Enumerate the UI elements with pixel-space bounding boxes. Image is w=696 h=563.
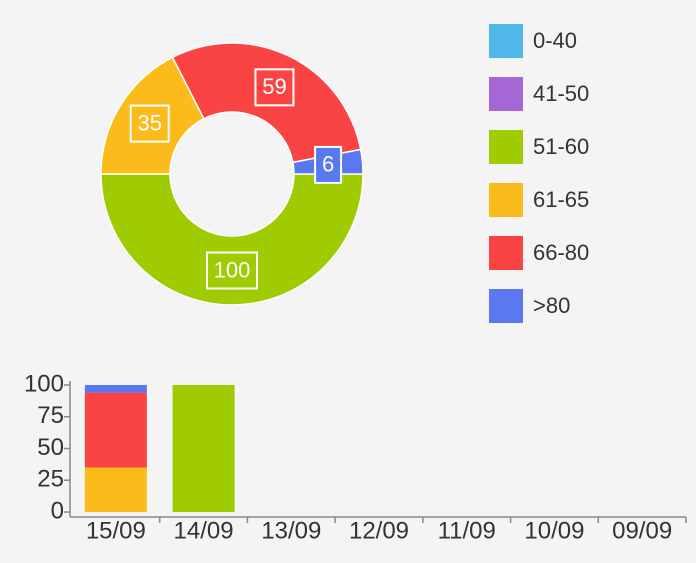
- x-tick-label: 13/09: [261, 517, 321, 544]
- donut-slice: [100, 173, 364, 306]
- value-label-box: [254, 68, 295, 107]
- y-tick-label: 25: [37, 466, 64, 493]
- value-label-box: [314, 145, 343, 184]
- bar-segment: [172, 385, 235, 512]
- legend-label: 0-40: [533, 28, 577, 53]
- legend-swatch: [489, 236, 523, 270]
- x-tick-label: 10/09: [524, 517, 584, 544]
- x-tick-label: 11/09: [438, 517, 496, 544]
- y-tick-label: 50: [37, 434, 64, 461]
- legend-swatch: [489, 289, 523, 323]
- bar-segment: [84, 385, 147, 393]
- legend-label: 51-60: [533, 134, 589, 159]
- y-tick-label: 100: [24, 370, 64, 397]
- x-tick-label: 12/09: [349, 517, 409, 544]
- legend-swatch: [489, 77, 523, 111]
- bar-segment: [84, 392, 147, 468]
- value-label: 35: [137, 110, 161, 135]
- x-tick-label: 09/09: [612, 517, 672, 544]
- y-tick-label: 0: [51, 497, 64, 524]
- legend-label: 66-80: [533, 240, 589, 265]
- y-tick-label: 75: [37, 402, 64, 429]
- legend-label: >80: [533, 293, 570, 318]
- legend-swatch: [489, 183, 523, 217]
- legend-label: 61-65: [533, 187, 589, 212]
- value-label: 59: [262, 74, 286, 99]
- value-label-box: [206, 251, 258, 290]
- value-label: 6: [322, 152, 334, 177]
- bar-segment: [84, 467, 147, 512]
- x-tick-label: 14/09: [174, 517, 234, 544]
- x-tick-label: 15/09: [86, 517, 146, 544]
- value-label-box: [129, 104, 170, 143]
- legend-swatch: [489, 130, 523, 164]
- value-label: 100: [214, 257, 251, 282]
- legend-swatch: [489, 24, 523, 58]
- legend-label: 41-50: [533, 81, 589, 106]
